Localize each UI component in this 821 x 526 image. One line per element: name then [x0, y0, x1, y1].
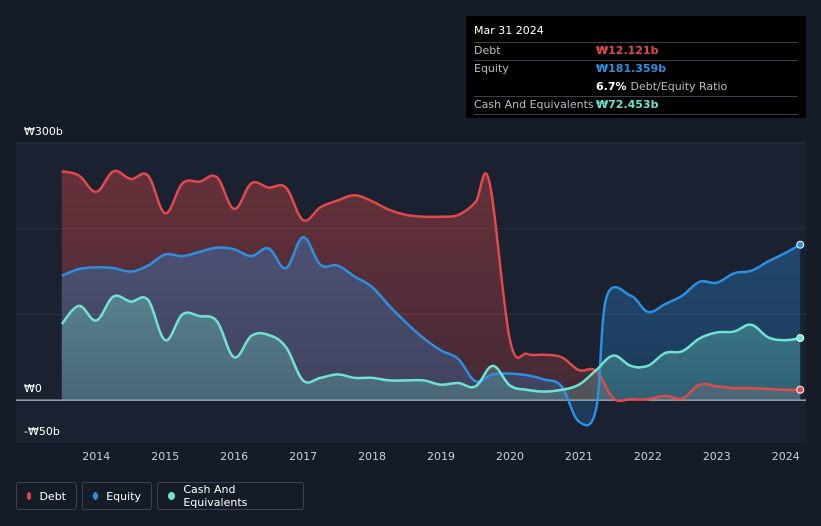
tooltip-row-equity: Equity ₩181.359b [474, 60, 798, 78]
x-tick-label: 2024 [772, 450, 800, 463]
x-tick-label: 2018 [358, 450, 386, 463]
tooltip-row-cash: Cash And Equivalents ₩72.453b [474, 96, 798, 115]
equity-legend-dot-icon [93, 492, 99, 500]
tooltip-debt-value: ₩12.121b [596, 44, 659, 57]
tooltip-ratio-value: 6.7% [596, 80, 627, 93]
legend-item-debt[interactable]: Debt [16, 482, 77, 510]
tooltip-row-debt: Debt ₩12.121b [474, 42, 798, 60]
tooltip-ratio-label: Debt/Equity Ratio [630, 80, 728, 93]
x-tick-label: 2020 [496, 450, 524, 463]
tooltip-equity-value: ₩181.359b [596, 62, 667, 75]
x-tick-label: 2023 [703, 450, 731, 463]
legend-cash-label: Cash And Equivalents [183, 483, 248, 509]
tooltip-row-ratio: 6.7% Debt/Equity Ratio [474, 78, 798, 96]
cash-end-marker [796, 334, 805, 343]
x-tick-label: 2015 [151, 450, 179, 463]
x-tick-label: 2019 [427, 450, 455, 463]
y-tick-label: ₩0 [24, 382, 42, 395]
tooltip-cash-value: ₩72.453b [596, 98, 659, 111]
x-tick-label: 2016 [220, 450, 248, 463]
debt-end-marker [796, 385, 805, 394]
y-tick-label: ₩300b [24, 125, 63, 138]
tooltip-equity-label: Equity [474, 62, 509, 75]
x-tick-label: 2014 [82, 450, 110, 463]
cash-legend-dot-icon [168, 492, 176, 500]
cash-line [60, 294, 801, 393]
y-tick-label: -₩50b [24, 425, 60, 438]
tooltip-cash-label: Cash And Equivalents [474, 98, 594, 111]
tooltip-date: Mar 31 2024 [474, 24, 544, 37]
debt-legend-dot-icon [27, 492, 32, 500]
debt-line [61, 169, 801, 403]
legend-equity-label: Equity [106, 489, 141, 503]
legend-item-cash[interactable]: Cash And Equivalents [157, 482, 304, 510]
tooltip-panel: Mar 31 2024 Debt ₩12.121b Equity ₩181.35… [466, 16, 806, 118]
equity-line [61, 236, 801, 427]
x-tick-label: 2022 [634, 450, 662, 463]
x-tick-label: 2021 [565, 450, 593, 463]
tooltip-debt-label: Debt [474, 44, 501, 57]
equity-end-marker [796, 240, 805, 249]
cash-area [61, 295, 801, 401]
x-tick-label: 2017 [289, 450, 317, 463]
legend-item-equity[interactable]: Equity [82, 482, 152, 510]
legend-debt-label: Debt [39, 489, 66, 503]
